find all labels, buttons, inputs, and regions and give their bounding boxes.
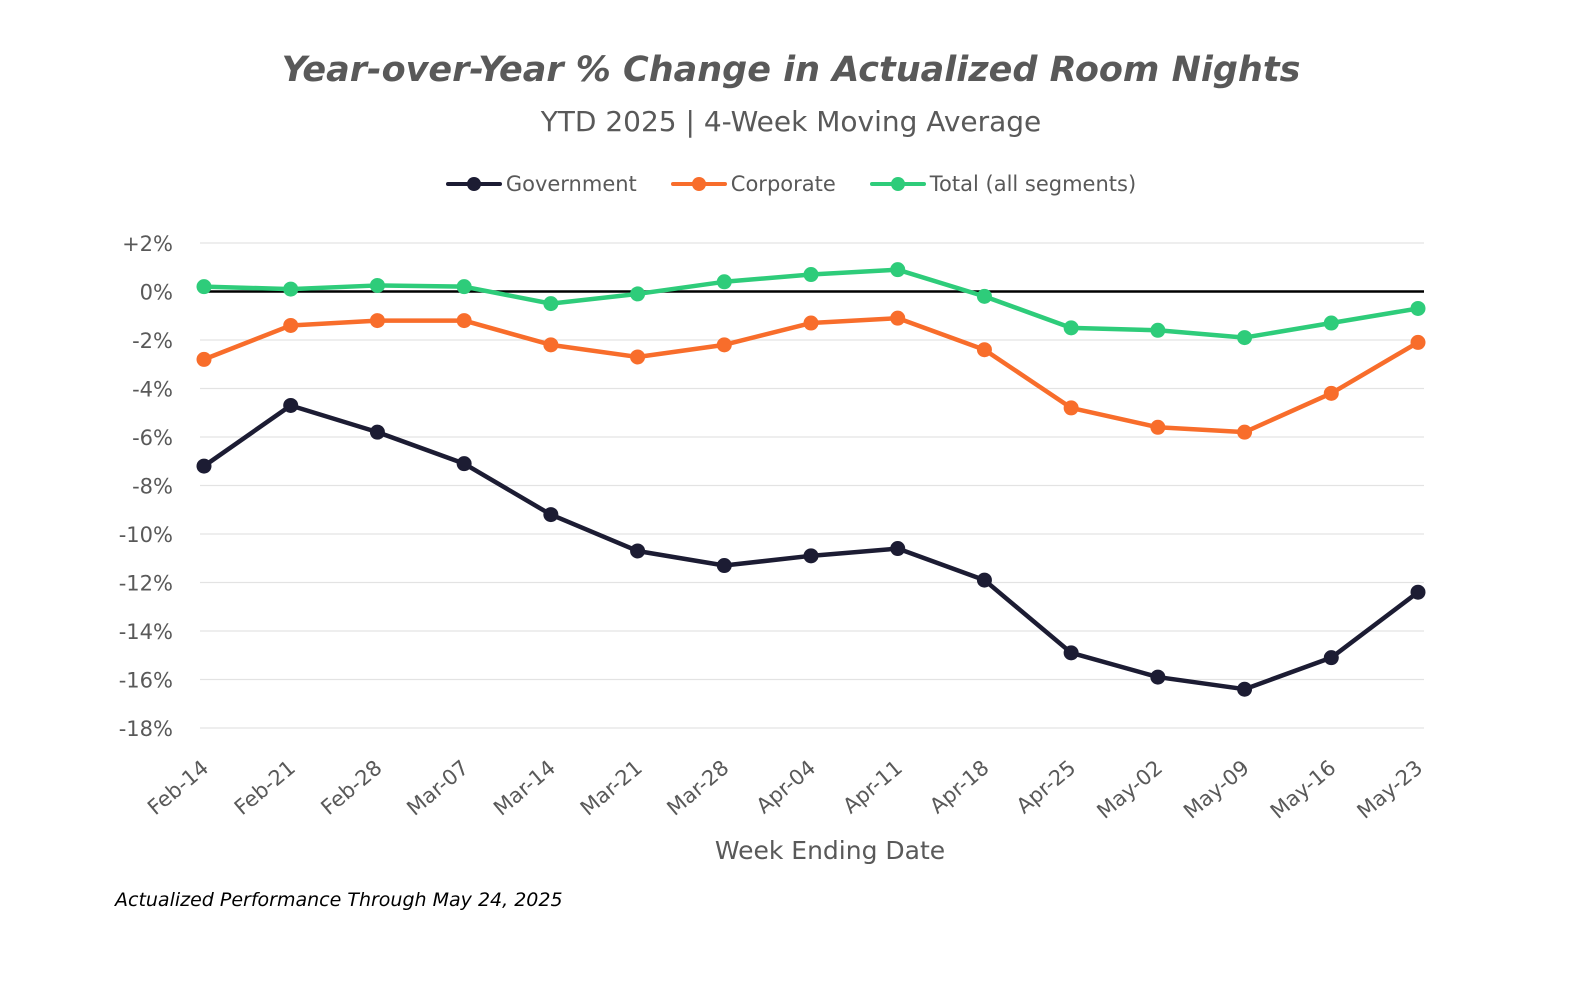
data-point-government	[1237, 681, 1253, 697]
x-tick-label: Apr-25	[1012, 755, 1081, 818]
y-tick-label: -8%	[132, 475, 173, 499]
y-tick-label: -18%	[119, 717, 173, 741]
data-point-total	[716, 274, 732, 290]
legend-swatch-total	[869, 177, 926, 191]
x-tick-label: May-23	[1353, 755, 1428, 823]
y-tick-label: +2%	[122, 232, 173, 256]
legend-item-corporate: Corporate	[670, 172, 836, 196]
data-point-corporate	[716, 337, 732, 353]
x-tick-label: Feb-14	[143, 755, 213, 819]
data-point-corporate	[1410, 334, 1426, 350]
data-point-corporate	[196, 351, 212, 367]
data-point-government	[803, 548, 819, 564]
data-point-government	[1063, 645, 1079, 661]
legend-item-government: Government	[445, 172, 637, 196]
y-tick-label: -2%	[132, 329, 173, 353]
y-tick-label: -16%	[119, 669, 173, 693]
y-tick-label: -4%	[132, 378, 173, 402]
data-point-government	[456, 456, 472, 472]
data-point-government	[716, 558, 732, 574]
data-point-total	[1237, 330, 1253, 346]
data-point-government	[976, 572, 992, 588]
footnote: Actualized Performance Through May 24, 2…	[115, 889, 563, 911]
data-point-total	[1150, 322, 1166, 338]
x-axis-title: Week Ending Date	[714, 836, 946, 865]
data-point-government	[369, 424, 385, 440]
data-point-total	[630, 286, 646, 302]
x-tick-label: Mar-21	[576, 755, 647, 820]
x-tick-label: Feb-21	[230, 755, 300, 819]
x-tick-label: Mar-07	[402, 755, 473, 820]
data-point-corporate	[1150, 419, 1166, 435]
data-point-total	[283, 281, 299, 297]
series-layer	[196, 262, 1426, 697]
x-tick-label: Feb-28	[316, 755, 386, 819]
data-point-total	[369, 277, 385, 293]
data-point-corporate	[630, 349, 646, 365]
x-tick-label: May-02	[1092, 755, 1167, 823]
y-tick-label: 0%	[140, 281, 173, 305]
data-point-total	[543, 296, 559, 312]
data-point-government	[1150, 669, 1166, 685]
x-tick-label: Apr-18	[925, 755, 994, 818]
chart-subtitle: YTD 2025 | 4-Week Moving Average	[540, 105, 1042, 138]
x-tick-label: May-16	[1266, 755, 1341, 823]
x-tick-label: Mar-28	[662, 755, 733, 820]
grid-layer	[200, 242, 1424, 729]
data-point-government	[196, 458, 212, 474]
y-tick-label: -6%	[132, 426, 173, 450]
legend-swatch-corporate	[670, 177, 727, 191]
data-point-government	[890, 541, 906, 557]
x-tick-label: Apr-11	[838, 755, 907, 818]
data-point-government	[543, 507, 559, 523]
legend-item-total: Total (all segments)	[869, 172, 1137, 196]
data-point-corporate	[803, 315, 819, 331]
data-point-total	[976, 288, 992, 304]
legend-label-total: Total (all segments)	[929, 172, 1137, 196]
series-line-government	[201, 403, 1421, 692]
x-axis-ticks: Feb-14 Feb-21 Feb-28 Mar-07 Mar-14 Mar-21 Mar-…	[143, 755, 1427, 823]
y-tick-label: -12%	[119, 572, 173, 596]
x-tick-label: Apr-04	[752, 755, 821, 818]
legend: Government Corporate Total (all segments…	[0, 172, 1582, 196]
y-tick-label: -10%	[119, 523, 173, 547]
data-point-government	[283, 397, 299, 413]
data-point-government	[1323, 650, 1339, 666]
data-point-corporate	[1063, 400, 1079, 416]
data-point-corporate	[369, 313, 385, 329]
data-point-corporate	[456, 313, 472, 329]
data-point-corporate	[543, 337, 559, 353]
data-point-corporate	[976, 342, 992, 358]
legend-swatch-government	[445, 177, 502, 191]
data-point-corporate	[1323, 385, 1339, 401]
data-point-total	[1323, 315, 1339, 331]
x-tick-label: Mar-14	[489, 755, 560, 820]
data-point-government	[630, 543, 646, 559]
y-tick-label: -14%	[119, 620, 173, 644]
data-point-corporate	[890, 310, 906, 326]
legend-label-government: Government	[505, 172, 637, 196]
data-point-total	[196, 279, 212, 295]
y-axis-ticks: +2% 0% -2% -4% -6% -8% -10% -12% -14% -16% -18%	[119, 232, 173, 741]
data-point-government	[1410, 584, 1426, 600]
data-point-total	[1063, 320, 1079, 336]
x-tick-label: May-09	[1179, 755, 1254, 823]
chart-title: Year-over-Year % Change in Actualized Ro…	[281, 50, 1301, 90]
data-point-total	[1410, 300, 1426, 316]
data-point-total	[803, 267, 819, 283]
data-point-total	[890, 262, 906, 278]
data-point-corporate	[283, 317, 299, 333]
legend-label-corporate: Corporate	[730, 172, 836, 196]
data-point-total	[456, 279, 472, 295]
data-point-corporate	[1237, 424, 1253, 440]
